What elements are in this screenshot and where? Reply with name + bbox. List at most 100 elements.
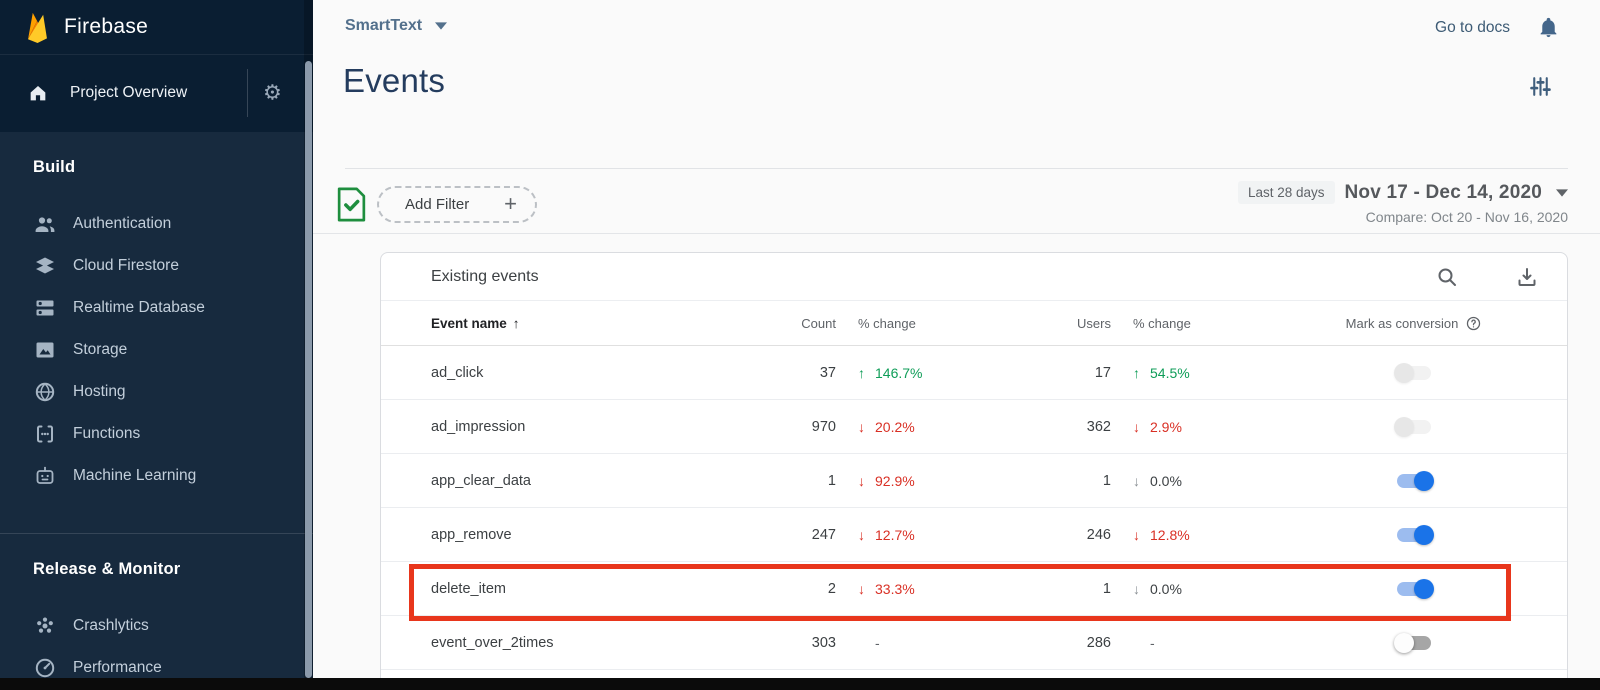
crashlytics-icon [33,614,57,638]
count-change: ↓ 12.7% [858,526,915,543]
down-arrow-icon: ↓ [1133,418,1140,435]
count-value: 970 [811,418,836,435]
date-preset-chip: Last 28 days [1237,181,1335,204]
sidebar-item-cloud-firestore[interactable]: Cloud Firestore [0,245,313,287]
chevron-down-icon [435,22,448,30]
project-selector[interactable]: SmartText [345,17,448,35]
divider [0,533,313,534]
table-column-headers: Event name ↑ Count % change Users % chang… [381,301,1567,346]
sidebar-item-label: Crashlytics [73,617,149,634]
add-filter-button[interactable]: Add Filter + [377,186,537,223]
sidebar-item-hosting[interactable]: Hosting [0,371,313,413]
count-value: 2 [827,580,836,597]
sidebar-item-label: Functions [73,425,141,442]
table-row: ad_impression 970 ↓ 20.2% 362 ↓ 2.9% [381,400,1567,454]
column-event-name[interactable]: Event name ↑ [431,315,520,331]
users-change: ↓ 12.8% [1133,526,1190,543]
divider [247,69,248,117]
sidebar-item-authentication[interactable]: Authentication [0,203,313,245]
sidebar-item-label: Realtime Database [73,299,205,316]
sidebar-sections: Build Authentication Cloud Firestore Realti… [0,132,313,690]
users-change: ↓ 0.0% [1133,472,1182,489]
sidebar-section-label: Build [33,158,76,176]
down-arrow-icon: ↓ [1133,580,1140,597]
conversion-toggle[interactable] [1394,416,1434,437]
users-value: 17 [1094,364,1111,381]
date-range-label: Nov 17 - Dec 14, 2020 [1344,181,1542,203]
users-value: 1 [1102,472,1111,489]
search-icon[interactable] [1435,265,1459,289]
column-conversion: Mark as conversion [1241,315,1567,332]
count-change: ↓ 33.3% [858,580,915,597]
conversion-toggle[interactable] [1394,524,1434,545]
column-users-change: % change [1133,315,1191,331]
tune-filters-icon[interactable] [1528,74,1553,99]
users-value: 286 [1086,634,1111,651]
sidebar-item-label: Cloud Firestore [73,257,179,274]
event-name: ad_click [431,364,484,381]
table-row: app_remove 247 ↓ 12.7% 246 ↓ 12.8% [381,508,1567,562]
down-arrow-icon: ↓ [858,526,865,543]
database-icon [33,296,57,320]
topbar-actions: Go to docs [1435,16,1560,39]
count-change: ↑ 146.7% [858,364,923,381]
users-change: ↓ 0.0% [1133,580,1182,597]
sidebar-item-realtime-database[interactable]: Realtime Database [0,287,313,329]
sidebar-item-storage[interactable]: Storage [0,329,313,371]
down-arrow-icon: ↓ [1133,472,1140,489]
count-value: 1 [827,472,836,489]
sidebar-header: Firebase Project Overview ⚙ [0,0,313,132]
column-users: Users [1077,315,1111,331]
sidebar-item-functions[interactable]: Functions [0,413,313,455]
sidebar-item-performance[interactable]: Performance [0,647,313,689]
card-title: Existing events [431,267,539,285]
table-row: delete_item 2 ↓ 33.3% 1 ↓ 0.0% [381,562,1567,616]
storage-icon [33,338,57,362]
sidebar-item-label: Storage [73,341,128,358]
brand-name: Firebase [64,15,149,38]
event-name: app_clear_data [431,472,531,489]
sidebar-item-crashlytics[interactable]: Crashlytics [0,605,313,647]
hosting-icon [33,380,57,404]
event-name: event_over_2times [431,634,554,651]
firebase-flame-icon [24,10,51,44]
project-name: SmartText [345,17,423,34]
download-icon[interactable] [1515,265,1539,289]
go-to-docs-link[interactable]: Go to docs [1435,18,1510,36]
users-value: 1 [1102,580,1111,597]
home-icon [27,82,49,104]
gear-icon[interactable]: ⚙ [263,81,282,105]
conversion-toggle[interactable] [1394,632,1434,653]
notifications-bell-icon[interactable] [1537,16,1560,39]
firebase-logo[interactable]: Firebase [0,0,313,55]
down-arrow-icon: ↓ [1133,526,1140,543]
count-change: ↓ 92.9% [858,472,915,489]
help-icon[interactable] [1465,315,1482,332]
sidebar-item-machine-learning[interactable]: Machine Learning [0,455,313,497]
users-change: - [1150,634,1155,651]
sidebar-scrollbar-thumb[interactable] [305,61,312,678]
users-change: ↑ 54.5% [1133,364,1190,381]
sort-ascending-icon: ↑ [512,315,520,331]
data-quality-check-icon[interactable] [336,187,367,222]
table-row: event_over_2times 303 - 286 - [381,616,1567,670]
event-name: app_remove [431,526,512,543]
date-range-selector[interactable]: Last 28 days Nov 17 - Dec 14, 2020 [1237,181,1568,204]
firestore-icon [33,254,57,278]
count-value: 247 [811,526,836,543]
event-name: ad_impression [431,418,526,435]
down-arrow-icon: ↓ [858,580,865,597]
existing-events-card: Existing events Event name ↑ Count % chan… [380,252,1568,678]
conversion-toggle[interactable] [1394,470,1434,491]
bottom-screen-edge [0,678,1600,690]
conversion-toggle[interactable] [1394,578,1434,599]
chevron-down-icon [1556,188,1568,197]
table-row: ad_click 37 ↑ 146.7% 17 ↑ 54.5% [381,346,1567,400]
up-arrow-icon: ↑ [1133,364,1140,381]
ml-icon [33,464,57,488]
sidebar-item-project-overview[interactable]: Project Overview ⚙ [0,55,313,131]
conversion-toggle[interactable] [1394,362,1434,383]
project-overview-label: Project Overview [70,84,188,101]
count-change: - [875,634,880,651]
